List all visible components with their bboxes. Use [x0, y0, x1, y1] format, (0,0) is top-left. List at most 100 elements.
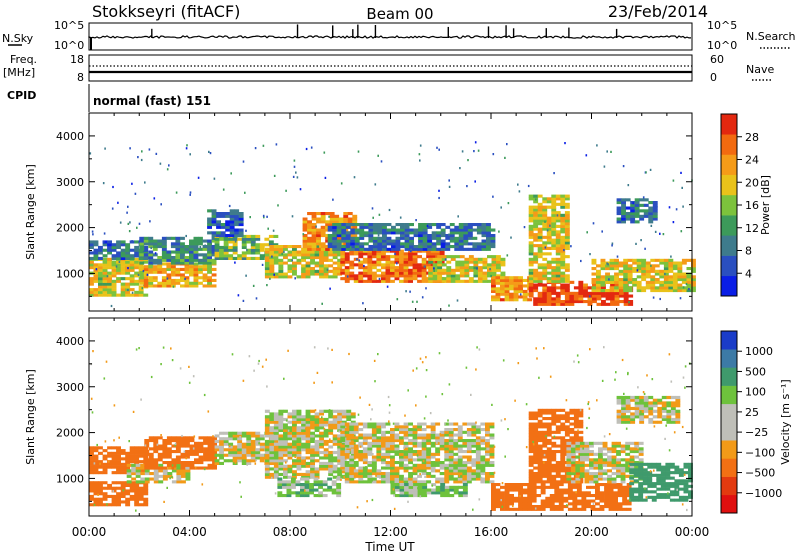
heatmap-cell	[444, 433, 450, 437]
heatmap-cell	[399, 271, 404, 275]
heatmap-cell	[219, 439, 224, 443]
heatmap-cell	[426, 439, 432, 443]
heatmap-cell	[546, 200, 552, 204]
heatmap-cell	[250, 453, 256, 457]
heatmap-cell	[332, 442, 338, 446]
heatmap-cell	[491, 274, 497, 278]
heatmap-speck	[185, 147, 188, 150]
heatmap-cell	[491, 287, 496, 291]
heatmap-cell	[269, 264, 275, 268]
heatmap-cell	[287, 448, 293, 452]
heatmap-cell	[125, 451, 131, 455]
heatmap-cell	[157, 458, 163, 462]
heatmap-cell	[207, 247, 212, 251]
heatmap-cell	[390, 477, 395, 481]
heatmap-cell	[408, 263, 413, 267]
heatmap-cell	[319, 250, 324, 254]
heatmap-cell	[489, 480, 495, 484]
heatmap-cell	[385, 430, 391, 434]
heatmap-cell	[238, 220, 244, 224]
heatmap-cell	[390, 441, 395, 445]
heatmap-cell	[250, 439, 256, 443]
heatmap-cell	[600, 283, 606, 287]
heatmap-cell	[228, 437, 234, 441]
heatmap-cell	[537, 238, 543, 242]
heatmap-cell	[166, 447, 172, 451]
heatmap-cell	[344, 477, 350, 481]
heatmap-cell	[632, 280, 638, 284]
heatmap-cell	[625, 212, 631, 216]
heatmap-cell	[417, 491, 423, 495]
heatmap-cell	[332, 415, 338, 419]
heatmap-cell	[408, 472, 413, 476]
heatmap-cell	[273, 261, 279, 265]
heatmap-cell	[184, 247, 190, 251]
heatmap-cell	[89, 266, 94, 270]
heatmap-cell	[340, 458, 346, 462]
heatmap-cell	[320, 228, 326, 232]
heatmap-cell	[175, 270, 181, 274]
heatmap-cell	[522, 491, 528, 495]
heatmap-cell	[349, 263, 355, 267]
heatmap-cell	[89, 260, 94, 264]
heatmap-cell	[611, 444, 617, 448]
heatmap-speck	[399, 216, 402, 219]
heatmap-cell	[202, 278, 208, 282]
heatmap-cell	[220, 234, 226, 238]
heatmap-cell	[336, 223, 342, 227]
heatmap-cell	[198, 270, 203, 274]
heatmap-cell	[467, 236, 473, 240]
heatmap-cell	[207, 261, 212, 265]
heatmap-cell	[564, 480, 570, 484]
heatmap-cell	[618, 280, 624, 284]
heatmap-cell	[203, 441, 208, 445]
heatmap-cell	[446, 271, 452, 275]
heatmap-cell	[131, 466, 137, 470]
heatmap-cell	[564, 246, 570, 250]
heatmap-cell	[349, 436, 355, 440]
heatmap-cell	[367, 252, 373, 256]
heatmap-cell	[583, 291, 588, 295]
heatmap-cell	[475, 441, 481, 445]
heatmap-cell	[430, 422, 436, 426]
heatmap-cell	[292, 250, 297, 254]
heatmap-cell	[311, 247, 317, 251]
heatmap-cell	[234, 234, 240, 238]
heatmap-cell	[207, 256, 212, 260]
heatmap-cell	[250, 459, 256, 463]
heatmap-cell	[268, 234, 274, 238]
heatmap-cell	[212, 441, 217, 445]
heatmap-cell	[345, 225, 351, 229]
heatmap-cell	[551, 227, 557, 231]
heatmap-cell	[98, 274, 103, 278]
heatmap-cell	[421, 452, 427, 456]
heatmap-cell	[194, 441, 199, 445]
heatmap-cell	[421, 458, 427, 462]
heatmap-cell	[639, 217, 645, 221]
heatmap-cell	[598, 469, 603, 473]
heatmap-cell	[412, 425, 418, 429]
heatmap-cell	[278, 450, 284, 455]
heatmap-cell	[654, 269, 660, 273]
heatmap-cell	[166, 256, 172, 260]
heatmap-cell	[214, 245, 220, 249]
heatmap-cell	[504, 488, 510, 492]
heatmap-speck	[255, 297, 258, 300]
heatmap-cell	[219, 431, 224, 435]
heatmap-speck	[616, 255, 619, 258]
heatmap-cell	[180, 441, 186, 445]
heatmap-cell	[622, 491, 628, 495]
heatmap-cell	[287, 464, 293, 468]
heatmap-cell	[486, 223, 491, 227]
heatmap-cell	[439, 472, 445, 476]
heatmap-cell	[310, 426, 315, 430]
heatmap-cell	[531, 505, 537, 509]
heatmap-cell	[546, 279, 552, 283]
heatmap-cell	[102, 243, 108, 247]
heatmap-cell	[273, 245, 279, 249]
heatmap-cell	[166, 250, 172, 254]
heatmap-cell	[428, 279, 434, 283]
heatmap-cell	[598, 452, 603, 456]
heatmap-cell	[255, 431, 261, 435]
heatmap-cell	[305, 470, 311, 474]
